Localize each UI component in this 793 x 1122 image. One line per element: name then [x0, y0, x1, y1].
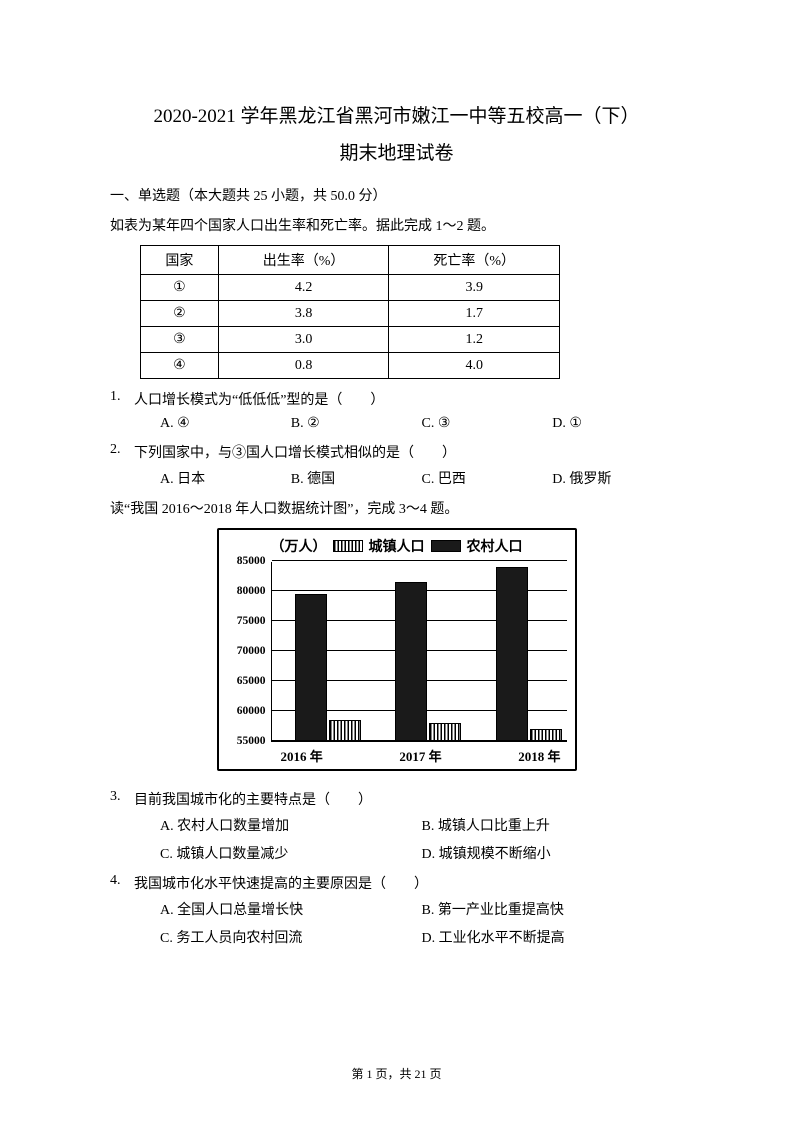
q3-opt-a: A. 农村人口数量增加 — [160, 815, 422, 835]
q1-options: A. ④ B. ② C. ③ D. ① — [160, 415, 683, 432]
y-tick-label: 55000 — [222, 735, 266, 747]
x-label: 2017 年 — [374, 746, 467, 765]
bar-rural — [530, 729, 562, 741]
q2-num: 2. — [110, 442, 134, 462]
q1-opt-b: B. ② — [291, 415, 422, 432]
q4-opt-b: B. 第一产业比重提高快 — [422, 899, 684, 919]
q3-opt-c: C. 城镇人口数量减少 — [160, 843, 422, 863]
q4-opt-a: A. 全国人口总量增长快 — [160, 899, 422, 919]
q1-num: 1. — [110, 389, 134, 409]
bar-rural — [429, 723, 461, 741]
bar-urban — [496, 567, 528, 741]
q1-text: 人口增长模式为“低低低”型的是（ ） — [134, 389, 683, 409]
legend-swatch-rural — [431, 540, 461, 552]
table-cell: 1.2 — [389, 327, 560, 353]
table-cell: 4.0 — [389, 353, 560, 379]
bar-urban — [395, 582, 427, 741]
q3-options: A. 农村人口数量增加 B. 城镇人口比重上升 C. 城镇人口数量减少 D. 城… — [160, 815, 683, 863]
q3-num: 3. — [110, 789, 134, 809]
q2-opt-b: B. 德国 — [291, 468, 422, 488]
legend-rural-label: 农村人口 — [467, 536, 523, 556]
chart-x-labels: 2016 年2017 年2018 年 — [271, 744, 567, 765]
chart-body: 85000800007500070000650006000055000 — [271, 562, 567, 742]
page-footer: 第 1 页，共 21 页 — [0, 1065, 793, 1082]
population-chart: （万人） 城镇人口 农村人口 8500080000750007000065000… — [217, 528, 577, 771]
y-tick-label: 75000 — [222, 615, 266, 627]
legend-urban-label: 城镇人口 — [369, 536, 425, 556]
bar-urban — [295, 594, 327, 741]
q2-opt-a: A. 日本 — [160, 468, 291, 488]
q4-options: A. 全国人口总量增长快 B. 第一产业比重提高快 C. 务工人员向农村回流 D… — [160, 899, 683, 947]
y-tick-label: 80000 — [222, 585, 266, 597]
data-table: 国家 出生率（%） 死亡率（%） ①4.23.9②3.81.7③3.01.2④0… — [140, 245, 560, 379]
th-death: 死亡率（%） — [389, 246, 560, 275]
table-cell: 1.7 — [389, 301, 560, 327]
q4-text: 我国城市化水平快速提高的主要原因是（ ） — [134, 873, 683, 893]
title-line2: 期末地理试卷 — [110, 138, 683, 165]
table-row: ④0.84.0 — [141, 353, 560, 379]
th-birth: 出生率（%） — [218, 246, 389, 275]
section-header: 一、单选题（本大题共 25 小题，共 50.0 分） — [110, 185, 683, 205]
table-row: ①4.23.9 — [141, 275, 560, 301]
table-cell: 3.8 — [218, 301, 389, 327]
q2-options: A. 日本 B. 德国 C. 巴西 D. 俄罗斯 — [160, 468, 683, 488]
title-line1: 2020-2021 学年黑龙江省黑河市嫩江一中等五校高一（下） — [110, 100, 683, 134]
q3-text: 目前我国城市化的主要特点是（ ） — [134, 789, 683, 809]
table-cell: 3.9 — [389, 275, 560, 301]
chart-unit: （万人） — [271, 536, 327, 556]
q2-text: 下列国家中，与③国人口增长模式相似的是（ ） — [134, 442, 683, 462]
q4-opt-c: C. 务工人员向农村回流 — [160, 927, 422, 947]
q1-opt-d: D. ① — [552, 415, 683, 432]
q2-opt-c: C. 巴西 — [422, 468, 553, 488]
bar-rural — [329, 720, 361, 741]
gridline — [272, 560, 567, 561]
table-cell: ① — [141, 275, 219, 301]
table-row: ③3.01.2 — [141, 327, 560, 353]
chart-legend: （万人） 城镇人口 农村人口 — [227, 536, 567, 556]
table-row: ②3.81.7 — [141, 301, 560, 327]
table-cell: ④ — [141, 353, 219, 379]
q2-opt-d: D. 俄罗斯 — [552, 468, 683, 488]
table-cell: 3.0 — [218, 327, 389, 353]
y-tick-label: 85000 — [222, 555, 266, 567]
q3-opt-b: B. 城镇人口比重上升 — [422, 815, 684, 835]
x-label: 2018 年 — [467, 746, 566, 765]
q1-opt-c: C. ③ — [422, 415, 553, 432]
q3-opt-d: D. 城镇规模不断缩小 — [422, 843, 684, 863]
table-cell: ② — [141, 301, 219, 327]
intro-2: 读“我国 2016～2018 年人口数据统计图”，完成 3～4 题。 — [110, 498, 683, 518]
x-label: 2016 年 — [271, 746, 374, 765]
question-1: 1. 人口增长模式为“低低低”型的是（ ） — [110, 389, 683, 409]
intro-1: 如表为某年四个国家人口出生率和死亡率。据此完成 1～2 题。 — [110, 215, 683, 235]
q4-opt-d: D. 工业化水平不断提高 — [422, 927, 684, 947]
y-tick-label: 60000 — [222, 705, 266, 717]
question-4: 4. 我国城市化水平快速提高的主要原因是（ ） — [110, 873, 683, 893]
legend-swatch-urban — [333, 540, 363, 552]
bar-group — [295, 594, 361, 741]
table-cell: 4.2 — [218, 275, 389, 301]
y-tick-label: 65000 — [222, 675, 266, 687]
table-cell: ③ — [141, 327, 219, 353]
th-country: 国家 — [141, 246, 219, 275]
q4-num: 4. — [110, 873, 134, 893]
bar-group — [496, 567, 562, 741]
q1-opt-a: A. ④ — [160, 415, 291, 432]
bar-group — [395, 582, 461, 741]
question-3: 3. 目前我国城市化的主要特点是（ ） — [110, 789, 683, 809]
table-cell: 0.8 — [218, 353, 389, 379]
question-2: 2. 下列国家中，与③国人口增长模式相似的是（ ） — [110, 442, 683, 462]
y-tick-label: 70000 — [222, 645, 266, 657]
